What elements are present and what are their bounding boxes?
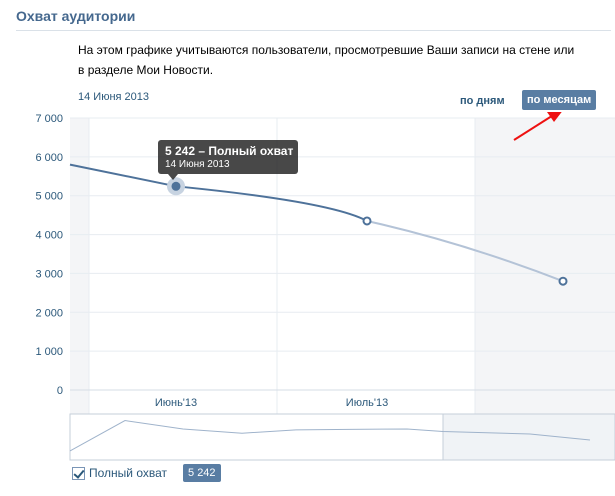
series-line-reach [69,163,368,222]
y-tick-label: 1 000 [35,346,63,358]
grid-lines [70,117,615,414]
navigator-selection[interactable] [442,413,615,461]
data-point[interactable] [171,181,181,191]
date-label[interactable]: 14 Июня 2013 [78,91,150,103]
tooltip-pointer [168,174,178,180]
y-tick-label: 5 000 [35,191,63,203]
x-tick-label: Июнь'13 [155,397,197,409]
reach-chart-svg: 7 000 6 000 5 000 4 000 3 000 2 000 1 000 0 Июн… [35,112,615,461]
data-point[interactable] [362,216,372,226]
description-text: На этом графике учитываются пользователи… [78,43,575,77]
annotation-arrow-icon [513,112,562,141]
plot-band-left [70,118,89,414]
section-title: Охват аудитории [16,8,136,24]
y-axis-ticks: 7 000 6 000 5 000 4 000 3 000 2 000 1 000 0 [35,113,63,397]
tooltip-date: 14 Июня 2013 [165,159,230,170]
data-point[interactable] [558,276,568,286]
y-tick-label: 0 [57,385,63,397]
tooltip-value: 5 242 – Полный охват [165,144,294,158]
x-axis-ticks: Июнь'13 Июль'13 [155,397,388,409]
section-divider [16,30,611,31]
y-tick-label: 6 000 [35,152,63,164]
navigator-line [69,420,591,452]
legend-label[interactable]: Полный охват [89,466,168,480]
y-tick-label: 4 000 [35,230,63,242]
series-line-projected [366,219,564,283]
plot-band-right [475,118,615,414]
x-tick-label: Июль'13 [346,397,388,409]
reach-chart: 7 000 6 000 5 000 4 000 3 000 2 000 1 000 0 Июн… [0,112,615,462]
tooltip: 5 242 – Полный охват 14 Июня 2013 [158,140,298,174]
y-tick-label: 2 000 [35,307,63,319]
legend: Полный охват 5 242 [72,464,221,482]
period-days-button[interactable]: по дням [460,95,505,107]
series-points [167,177,568,286]
y-tick-label: 3 000 [35,268,63,280]
y-tick-label: 7 000 [35,113,63,125]
legend-checkbox[interactable] [72,466,85,480]
legend-value-badge: 5 242 [183,464,221,482]
period-months-button[interactable]: по месяцам [522,90,597,110]
